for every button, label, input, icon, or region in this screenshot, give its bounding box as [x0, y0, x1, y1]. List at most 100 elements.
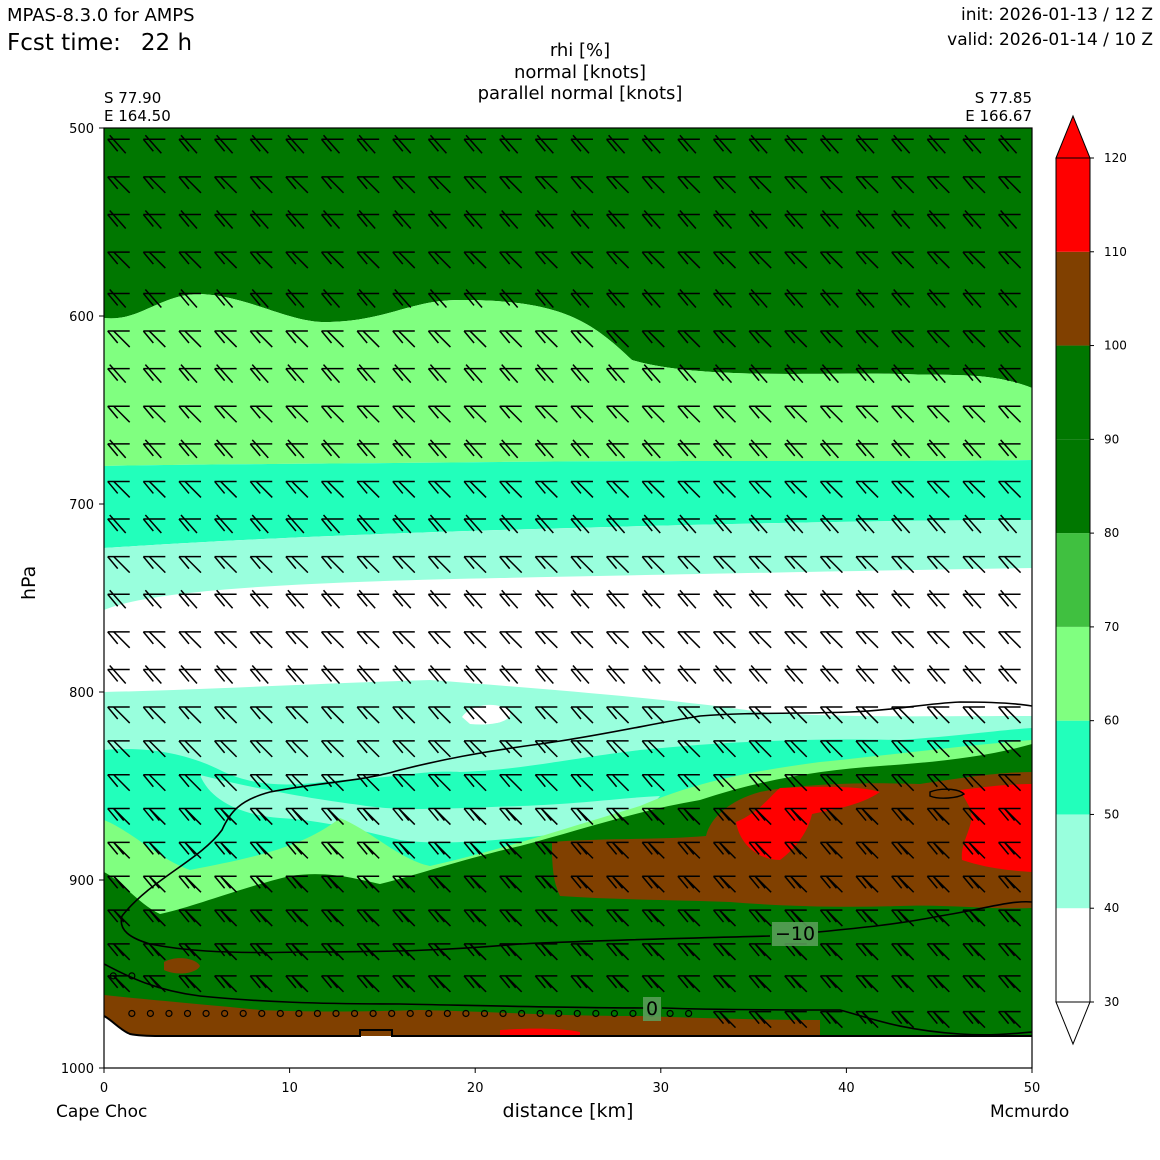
wind-barb	[107, 875, 131, 893]
wind-barb	[320, 251, 345, 269]
wind-barb	[107, 176, 131, 194]
wind-barb	[998, 706, 1022, 724]
wind-barb	[748, 439, 772, 459]
wind-barb	[285, 480, 309, 498]
colorbar-bin-110-120	[1056, 158, 1090, 252]
wind-barb	[641, 555, 665, 574]
wind-barb	[285, 555, 309, 574]
wind-barb	[712, 209, 736, 229]
wind-barb	[249, 740, 273, 758]
wind-barb	[214, 589, 237, 609]
wind-barb	[677, 909, 701, 927]
wind-barb	[819, 943, 843, 961]
wind-barb	[249, 664, 273, 684]
wind-barb	[499, 330, 523, 348]
wind-barb	[214, 176, 238, 194]
calm-wind-circle	[388, 1009, 396, 1018]
wind-barb	[748, 364, 772, 384]
wind-barb	[855, 176, 879, 194]
calm-wind-circle	[610, 1009, 619, 1018]
wind-barb	[819, 251, 843, 269]
wind-barb	[214, 134, 237, 154]
wind-barb	[606, 288, 629, 308]
wind-barb	[784, 405, 808, 423]
wind-barb	[427, 364, 451, 384]
wind-barb	[214, 405, 238, 423]
colorbar-tick-label-110: 110	[1104, 245, 1127, 259]
wind-barb	[570, 631, 594, 649]
wind-barb	[891, 480, 915, 498]
wind-barb	[214, 555, 238, 574]
wind-barb	[641, 480, 665, 498]
wind-barb	[214, 909, 238, 927]
wind-barb	[534, 589, 558, 609]
wind-barb	[891, 975, 915, 993]
start-point-name: Cape Choc	[56, 1102, 148, 1122]
wind-barb	[463, 975, 487, 993]
wind-barb	[784, 773, 808, 792]
init-time: init: 2026-01-13 / 12 Z	[960, 5, 1153, 25]
wind-barb	[891, 875, 915, 893]
wind-barb	[998, 439, 1021, 459]
wind-barb	[356, 875, 380, 893]
wind-barb	[392, 555, 416, 574]
wind-barb	[534, 364, 558, 384]
wind-barb	[962, 975, 986, 993]
wind-barb	[748, 706, 772, 724]
wind-barb	[819, 807, 843, 826]
wind-barb	[819, 631, 843, 649]
end-lat: S 77.85	[974, 89, 1032, 107]
wind-barb	[178, 975, 202, 993]
wind-barb	[392, 439, 415, 459]
start-lon: E 164.50	[104, 107, 171, 125]
wind-barb	[712, 514, 736, 534]
calm-wind-circle	[202, 1009, 210, 1018]
wind-barb	[998, 589, 1021, 609]
wind-barb	[855, 439, 879, 459]
wind-barb	[677, 514, 700, 534]
wind-barb	[819, 589, 843, 609]
wind-barb	[499, 773, 523, 792]
wind-barb	[819, 841, 843, 859]
wind-barb	[891, 364, 914, 384]
calm-wind-circle	[573, 1009, 581, 1018]
wind-barb	[570, 176, 594, 194]
wind-barb	[356, 589, 380, 609]
wind-barb	[855, 773, 879, 792]
wind-barb	[499, 706, 523, 724]
wind-barb	[178, 740, 202, 758]
wind-barb	[855, 134, 879, 154]
wind-barb	[784, 364, 807, 384]
wind-barb	[356, 209, 380, 229]
wind-barb	[748, 875, 772, 893]
colorbar-extend-min	[1055, 1001, 1091, 1046]
wind-barb	[641, 664, 665, 684]
colorbar-bin-70-80	[1056, 533, 1090, 627]
wind-barb	[320, 209, 344, 229]
colorbar-bin-60-70	[1056, 626, 1090, 721]
wind-barb	[891, 1010, 915, 1029]
wind-barb	[606, 909, 630, 927]
wind-barb	[748, 943, 772, 961]
wind-barb	[962, 841, 986, 859]
start-lat: S 77.90	[104, 89, 162, 107]
wind-barb	[249, 909, 273, 927]
end-coordinates: S 77.85 E 166.67	[965, 89, 1032, 125]
wind-barb	[320, 439, 344, 459]
wind-barb	[712, 364, 736, 384]
wind-barb	[570, 706, 594, 724]
wind-barb	[427, 480, 451, 498]
wind-barb	[641, 330, 665, 348]
wind-barb	[427, 330, 451, 348]
wind-barb	[463, 706, 487, 724]
wind-barb	[784, 631, 808, 649]
wind-barb	[784, 664, 807, 684]
wind-barb	[784, 875, 808, 893]
x-axis: 0 10 20 30 40 50	[100, 1068, 1040, 1096]
valid-time: valid: 2026-01-14 / 10 Z	[947, 30, 1153, 50]
wind-barb	[606, 514, 629, 534]
wind-barb	[926, 875, 950, 893]
wind-barb	[926, 1010, 950, 1029]
wind-barb	[499, 589, 522, 609]
wind-barb	[641, 364, 665, 384]
